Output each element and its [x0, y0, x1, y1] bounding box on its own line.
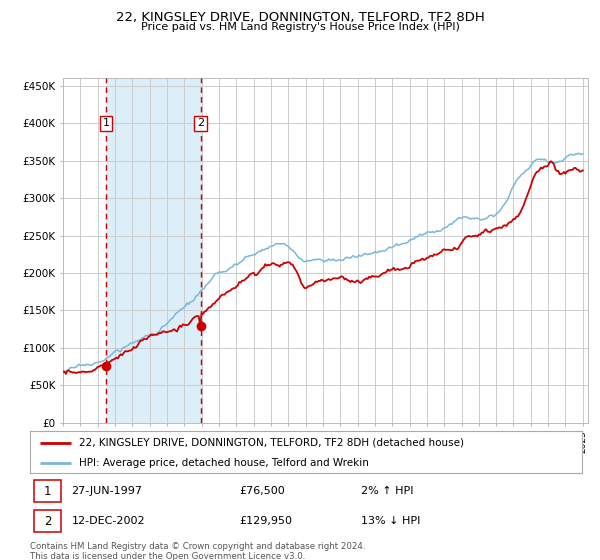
Text: £129,950: £129,950 — [240, 516, 293, 526]
Text: HPI: Average price, detached house, Telford and Wrekin: HPI: Average price, detached house, Telf… — [79, 458, 368, 468]
Text: 1: 1 — [103, 118, 110, 128]
Bar — [106, 78, 201, 423]
Text: 13% ↓ HPI: 13% ↓ HPI — [361, 516, 421, 526]
Text: 27-JUN-1997: 27-JUN-1997 — [71, 486, 142, 496]
FancyBboxPatch shape — [34, 480, 61, 502]
Text: £76,500: £76,500 — [240, 486, 286, 496]
Text: 12-DEC-2002: 12-DEC-2002 — [71, 516, 145, 526]
Text: 2: 2 — [44, 515, 52, 528]
Text: 2: 2 — [197, 118, 205, 128]
Text: Price paid vs. HM Land Registry's House Price Index (HPI): Price paid vs. HM Land Registry's House … — [140, 22, 460, 32]
Text: Contains HM Land Registry data © Crown copyright and database right 2024.
This d: Contains HM Land Registry data © Crown c… — [30, 542, 365, 560]
Text: 22, KINGSLEY DRIVE, DONNINGTON, TELFORD, TF2 8DH (detached house): 22, KINGSLEY DRIVE, DONNINGTON, TELFORD,… — [79, 437, 464, 447]
Text: 22, KINGSLEY DRIVE, DONNINGTON, TELFORD, TF2 8DH: 22, KINGSLEY DRIVE, DONNINGTON, TELFORD,… — [116, 11, 484, 24]
FancyBboxPatch shape — [34, 510, 61, 532]
Text: 2% ↑ HPI: 2% ↑ HPI — [361, 486, 414, 496]
Text: 1: 1 — [44, 484, 52, 497]
